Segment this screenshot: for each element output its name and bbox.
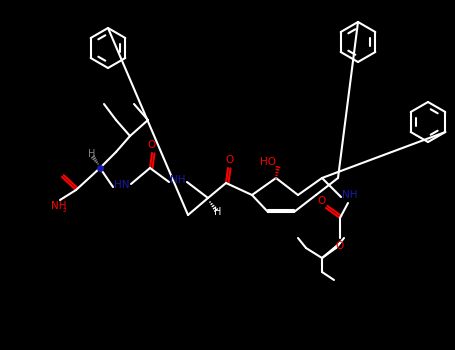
Text: H: H [88,149,96,159]
Text: O: O [318,196,326,206]
Text: NH: NH [51,201,66,211]
Text: H: H [214,207,222,217]
Text: O: O [225,155,233,165]
Text: NH: NH [170,175,186,185]
Text: NH: NH [342,190,358,200]
Text: HN: HN [114,180,130,190]
Text: HO: HO [260,157,276,167]
Text: O: O [148,140,156,150]
Text: ₂: ₂ [62,204,66,214]
Text: O: O [336,241,344,251]
